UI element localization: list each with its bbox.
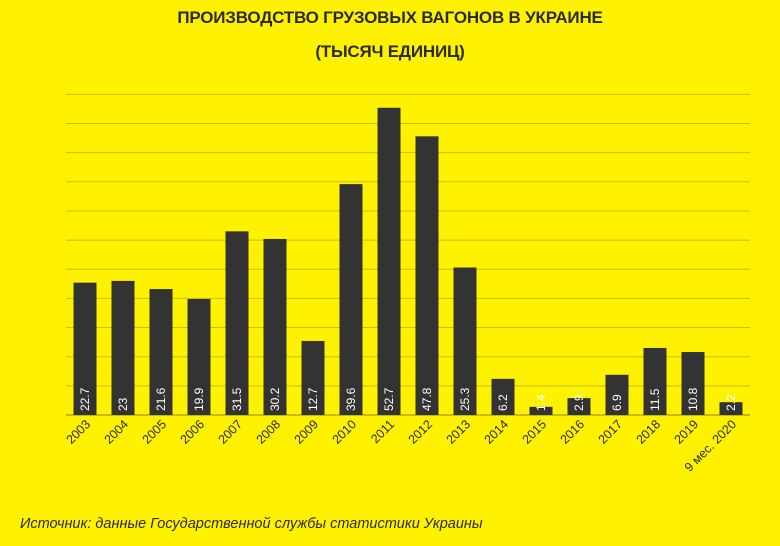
bar-value-label: 6.9	[610, 394, 624, 411]
bar	[491, 378, 515, 415]
x-tick-label: 2004	[102, 417, 132, 447]
bar-value-label: 47.8	[420, 387, 434, 411]
x-tick-label: 2008	[254, 417, 284, 447]
x-tick-label: 2014	[482, 417, 512, 447]
x-tick-label: 2009	[292, 417, 322, 447]
bar	[719, 402, 743, 415]
x-tick-label: 2011	[368, 417, 397, 446]
bar	[73, 282, 97, 415]
bar-value-label: 52.7	[382, 387, 396, 411]
bar	[453, 267, 477, 415]
bar	[225, 231, 249, 415]
bar	[149, 289, 173, 415]
x-tick-label: 2007	[216, 417, 246, 447]
bar-value-label: 30.2	[268, 387, 282, 411]
bar-value-label: 22.7	[78, 387, 92, 411]
bar	[111, 280, 135, 415]
bar	[415, 136, 439, 416]
x-tick-label: 2019	[672, 417, 702, 447]
bar-value-label: 19.9	[192, 387, 206, 411]
bar	[187, 298, 211, 415]
bar-value-label: 23	[116, 397, 130, 411]
bar	[301, 340, 325, 415]
x-tick-label: 2016	[558, 417, 588, 447]
x-tick-label: 2018	[634, 417, 664, 447]
bar-value-label: 2.9	[572, 394, 586, 411]
bar	[377, 107, 401, 415]
bar-value-label: 31.5	[230, 387, 244, 411]
bar-value-label: 21.6	[154, 387, 168, 411]
bar	[529, 406, 553, 415]
x-tick-label: 2003	[64, 417, 94, 447]
x-tick-label: 2010	[330, 417, 360, 447]
bar-value-label: 11.5	[648, 388, 662, 411]
bar-value-label: 10.8	[686, 387, 700, 411]
bar-value-label: 25.3	[458, 387, 472, 411]
bar	[643, 347, 667, 415]
bar	[339, 184, 363, 415]
bar-value-label: 39.6	[344, 387, 358, 411]
bar-value-label: 1.4	[534, 394, 548, 411]
source-note: Источник: данные Государственной службы …	[20, 516, 483, 532]
bar	[681, 352, 705, 415]
bar	[263, 238, 287, 415]
x-tick-label: 2013	[444, 417, 474, 447]
chart-title: ПРОИЗВОДСТВО ГРУЗОВЫХ ВАГОНОВ В УКРАИНЕ	[177, 8, 603, 27]
x-tick-label: 2006	[178, 417, 208, 447]
bar-value-label: 6.2	[496, 394, 510, 411]
bar	[567, 398, 591, 415]
x-tick-label: 2017	[596, 417, 626, 447]
x-tick-label: 2012	[406, 417, 436, 447]
x-tick-label: 2005	[140, 417, 170, 447]
bar	[605, 374, 629, 415]
bar-value-label: 12.7	[306, 387, 320, 411]
bar-value-label: 2.2	[724, 394, 738, 411]
chart-subtitle: (ТЫСЯЧ ЕДИНИЦ)	[315, 42, 465, 61]
x-tick-label: 2015	[520, 417, 550, 447]
